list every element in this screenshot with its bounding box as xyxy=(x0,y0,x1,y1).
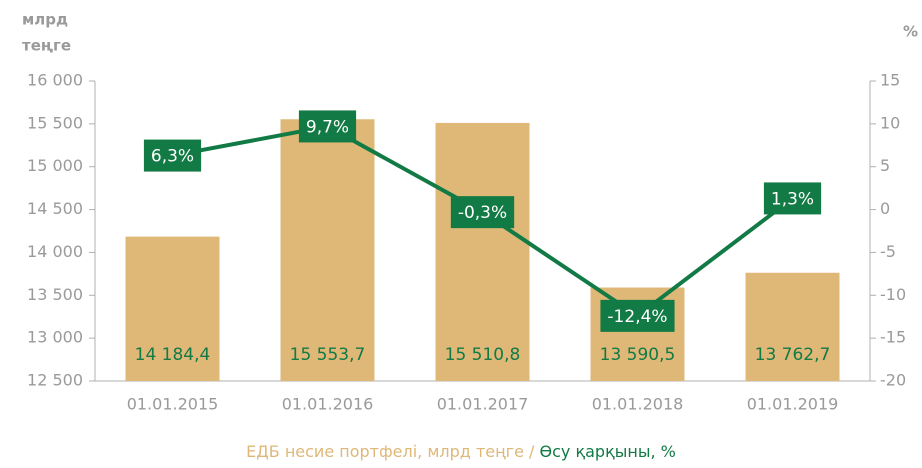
y2-tick-label: 10 xyxy=(880,113,900,132)
y2-tick-label: 5 xyxy=(880,156,890,175)
y-axis-label: млрд xyxy=(22,11,68,29)
y-tick-label: 14 500 xyxy=(27,199,83,218)
line-value-label: -0,3% xyxy=(458,203,507,223)
line-label: -0,3% xyxy=(450,196,515,229)
bar-value-label: 15 553,7 xyxy=(290,345,366,365)
y2-tick-label: -5 xyxy=(880,242,896,261)
line-value-label: 6,3% xyxy=(151,147,194,167)
line-value-label: 9,7% xyxy=(306,117,349,137)
y2-tick-label: 0 xyxy=(880,199,890,218)
x-tick-label: 01.01.2018 xyxy=(592,395,684,414)
line-label: 1,3% xyxy=(763,182,822,215)
bar xyxy=(745,272,840,381)
legend: ЕДБ несие портфелі, млрд теңге / Өсу қар… xyxy=(246,442,676,461)
legend-separator: / xyxy=(529,442,535,461)
line-point-box xyxy=(298,110,357,143)
bar-value-label: 13 590,5 xyxy=(600,345,676,365)
x-tick-label: 01.01.2016 xyxy=(282,395,374,414)
line-point-box xyxy=(143,139,202,172)
bar-value-label: 13 762,7 xyxy=(755,345,831,365)
y-tick-label: 13 500 xyxy=(27,285,83,304)
x-tick-label: 01.01.2019 xyxy=(747,395,839,414)
x-tick-label: 01.01.2015 xyxy=(127,395,219,414)
y-tick-label: 14 000 xyxy=(27,242,83,261)
line-point-box xyxy=(763,182,822,215)
legend-entry: ЕДБ несие портфелі, млрд теңге xyxy=(246,442,524,461)
y-tick-label: 13 000 xyxy=(27,328,83,347)
y2-axis-label: % xyxy=(903,23,918,41)
bar-value-label: 14 184,4 xyxy=(135,345,211,365)
y2-tick-label: 15 xyxy=(880,71,900,90)
y2-tick-label: -20 xyxy=(880,371,906,390)
line-label: 9,7% xyxy=(298,110,357,143)
bar-value-label: 15 510,8 xyxy=(445,345,521,365)
line-point-box xyxy=(450,196,515,229)
y-tick-label: 15 500 xyxy=(27,113,83,132)
line-label: -12,4% xyxy=(600,299,675,332)
line-value-label: -12,4% xyxy=(607,307,667,327)
bar xyxy=(125,236,220,381)
legend-entry: Өсу қарқыны, % xyxy=(540,442,676,461)
x-tick-label: 01.01.2017 xyxy=(437,395,529,414)
line-point-box xyxy=(600,299,675,332)
y2-tick-label: -15 xyxy=(880,328,906,347)
line-label: 6,3% xyxy=(143,139,202,172)
bar xyxy=(280,119,375,382)
bar xyxy=(435,122,530,381)
y-tick-label: 12 500 xyxy=(27,371,83,390)
y-tick-label: 15 000 xyxy=(27,156,83,175)
y-axis-label: теңге xyxy=(22,37,71,55)
y2-tick-label: -10 xyxy=(880,285,906,304)
line-value-label: 1,3% xyxy=(771,189,814,209)
y-tick-label: 16 000 xyxy=(27,71,83,90)
